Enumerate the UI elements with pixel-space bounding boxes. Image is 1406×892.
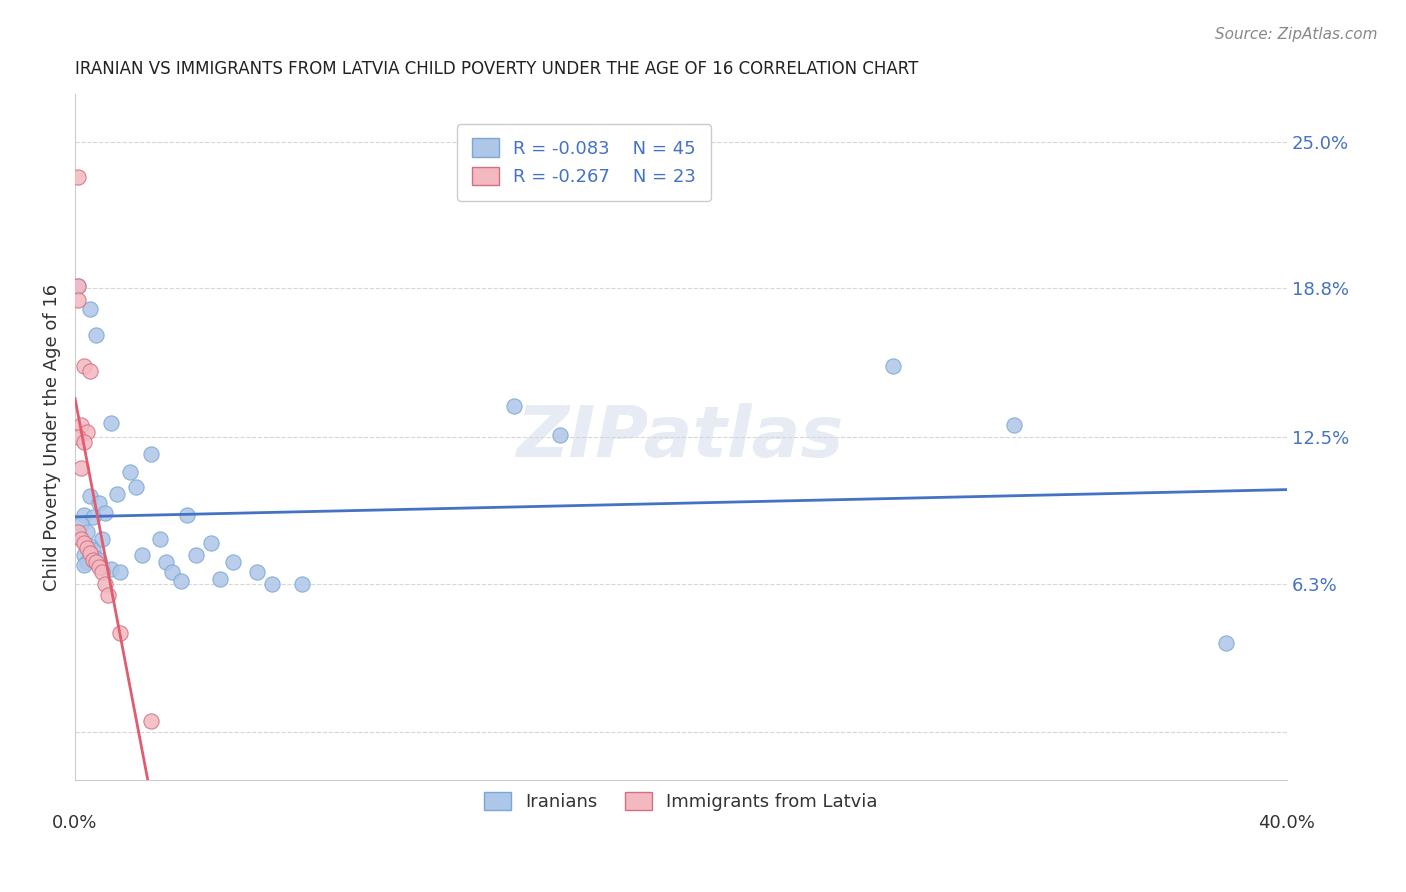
Point	[70, 460, 93, 475]
Point	[221, 555, 243, 569]
Text: Source: ZipAtlas.com: Source: ZipAtlas.com	[1215, 27, 1378, 42]
Point	[67, 170, 90, 185]
Point	[76, 555, 98, 569]
Point	[107, 487, 129, 501]
Point	[186, 548, 208, 562]
Point	[73, 434, 96, 449]
Point	[118, 466, 141, 480]
Text: 0.0%: 0.0%	[52, 814, 97, 832]
Legend: Iranians, Immigrants from Latvia: Iranians, Immigrants from Latvia	[470, 777, 893, 825]
Point	[67, 293, 90, 307]
Point	[84, 328, 107, 343]
Point	[1215, 635, 1237, 649]
Point	[70, 532, 93, 546]
Point	[67, 430, 90, 444]
Point	[89, 560, 111, 574]
Y-axis label: Child Poverty Under the Age of 16: Child Poverty Under the Age of 16	[44, 284, 60, 591]
Point	[200, 536, 222, 550]
Point	[100, 416, 122, 430]
Point	[89, 496, 111, 510]
Point	[91, 560, 114, 574]
Point	[176, 508, 198, 522]
Point	[1002, 418, 1025, 433]
Point	[82, 553, 104, 567]
Point	[246, 565, 269, 579]
Point	[73, 536, 96, 550]
Point	[84, 550, 107, 565]
Point	[70, 517, 93, 532]
Point	[67, 278, 90, 293]
Point	[503, 400, 526, 414]
Point	[89, 553, 111, 567]
Point	[155, 555, 177, 569]
Point	[82, 543, 104, 558]
Point	[94, 506, 117, 520]
Point	[67, 524, 90, 539]
Point	[139, 714, 162, 728]
Point	[70, 418, 93, 433]
Point	[73, 359, 96, 374]
Point	[882, 359, 904, 374]
Point	[79, 539, 101, 553]
Point	[79, 364, 101, 378]
Point	[110, 565, 132, 579]
Point	[76, 541, 98, 555]
Point	[76, 425, 98, 440]
Point	[260, 576, 283, 591]
Point	[84, 555, 107, 569]
Point	[73, 558, 96, 572]
Point	[139, 447, 162, 461]
Point	[67, 278, 90, 293]
Point	[209, 572, 232, 586]
Point	[79, 546, 101, 560]
Point	[79, 489, 101, 503]
Point	[76, 524, 98, 539]
Point	[82, 510, 104, 524]
Point	[160, 565, 183, 579]
Point	[110, 626, 132, 640]
Point	[170, 574, 193, 589]
Text: 40.0%: 40.0%	[1258, 814, 1315, 832]
Point	[97, 588, 120, 602]
Point	[131, 548, 153, 562]
Point	[124, 480, 146, 494]
Point	[149, 532, 172, 546]
Point	[91, 565, 114, 579]
Text: ZIPatlas: ZIPatlas	[517, 402, 845, 472]
Point	[79, 302, 101, 317]
Point	[548, 427, 571, 442]
Point	[73, 548, 96, 562]
Point	[100, 562, 122, 576]
Point	[91, 532, 114, 546]
Point	[291, 576, 314, 591]
Point	[73, 508, 96, 522]
Point	[67, 529, 90, 543]
Point	[94, 576, 117, 591]
Text: IRANIAN VS IMMIGRANTS FROM LATVIA CHILD POVERTY UNDER THE AGE OF 16 CORRELATION : IRANIAN VS IMMIGRANTS FROM LATVIA CHILD …	[75, 60, 918, 78]
